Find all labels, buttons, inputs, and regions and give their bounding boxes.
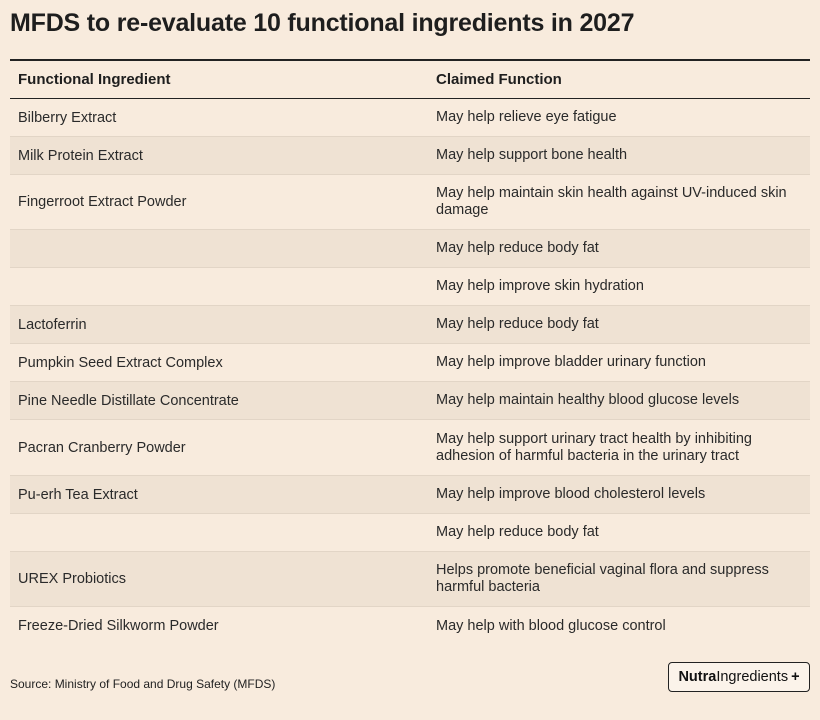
function-cell: May help relieve eye fatigue [436, 109, 617, 125]
function-cell: May help reduce body fat [436, 316, 599, 332]
function-cell: Helps promote beneficial vaginal flora a… [436, 562, 769, 595]
table-row: Pumpkin Seed Extract Complex May help im… [10, 344, 810, 382]
function-cell: May help with blood glucose control [436, 617, 666, 634]
source-note: Source: Ministry of Food and Drug Safety… [10, 677, 276, 691]
page-title: MFDS to re-evaluate 10 functional ingred… [10, 9, 635, 37]
function-cell: May help maintain skin health against UV… [436, 185, 787, 218]
nutraingredients-logo[interactable]: Nutra Ingredients + [668, 662, 810, 692]
logo-bold-text: Nutra [678, 669, 717, 685]
logo-regular-text: Ingredients [716, 669, 789, 685]
ingredient-cell: UREX Probiotics [18, 571, 126, 587]
table-row: Pine Needle Distillate Concentrate May h… [10, 382, 810, 420]
ingredients-table: Functional Ingredient Claimed Function B… [10, 59, 810, 645]
ingredient-cell: Fingerroot Extract Powder [18, 194, 187, 210]
function-cell: May help reduce body fat [436, 524, 599, 540]
function-cell: May help reduce body fat [436, 240, 599, 256]
ingredient-cell: Lactoferrin [18, 316, 87, 333]
table-row: May help improve skin hydration [10, 268, 810, 306]
function-cell: May help maintain healthy blood glucose … [436, 392, 740, 408]
table-row: May help reduce body fat [10, 514, 810, 552]
function-cell: May help improve bladder urinary functio… [436, 354, 706, 370]
table-row: Freeze-Dried Silkworm Powder May help wi… [10, 607, 810, 645]
header-ingredient: Functional Ingredient [18, 71, 171, 88]
ingredient-cell: Pu-erh Tea Extract [18, 486, 138, 503]
function-cell: May help support bone health [436, 147, 628, 163]
table-row: Fingerroot Extract Powder May help maint… [10, 175, 810, 230]
table-row: Pu-erh Tea Extract May help improve bloo… [10, 476, 810, 514]
plus-icon: + [791, 669, 800, 685]
table-row: UREX Probiotics Helps promote beneficial… [10, 552, 810, 607]
ingredient-cell: Bilberry Extract [18, 109, 117, 126]
function-cell: May help improve blood cholesterol level… [436, 486, 706, 502]
table-row: Milk Protein Extract May help support bo… [10, 137, 810, 175]
table-row: Bilberry Extract May help relieve eye fa… [10, 99, 810, 137]
ingredient-cell: Pacran Cranberry Powder [18, 439, 186, 456]
ingredient-cell: Milk Protein Extract [18, 147, 143, 164]
table-row: Lactoferrin May help reduce body fat [10, 306, 810, 344]
table-row: Pacran Cranberry Powder May help support… [10, 420, 810, 476]
header-function: Claimed Function [436, 71, 562, 88]
function-cell: May help improve skin hydration [436, 278, 644, 294]
ingredient-cell: Freeze-Dried Silkworm Powder [18, 618, 219, 634]
function-cell: May help support urinary tract health by… [436, 430, 752, 464]
ingredient-cell: Pumpkin Seed Extract Complex [18, 354, 223, 371]
ingredient-cell: Pine Needle Distillate Concentrate [18, 392, 239, 409]
table-row: May help reduce body fat [10, 230, 810, 268]
table-header: Functional Ingredient Claimed Function [10, 61, 810, 99]
